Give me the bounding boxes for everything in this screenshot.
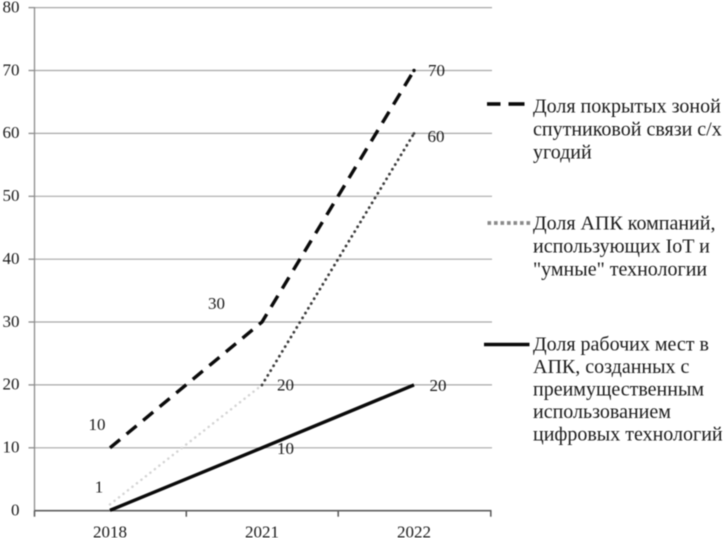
- svg-text:использующих IoT и: использующих IoT и: [533, 236, 710, 258]
- svg-text:10: 10: [277, 439, 294, 458]
- svg-text:1: 1: [95, 478, 104, 497]
- svg-text:60: 60: [428, 127, 445, 146]
- svg-text:20: 20: [430, 376, 447, 395]
- svg-text:30: 30: [208, 294, 225, 313]
- svg-text:"умные" технологии: "умные" технологии: [533, 259, 707, 281]
- svg-text:20: 20: [277, 376, 294, 395]
- svg-text:угодий: угодий: [533, 141, 592, 163]
- svg-text:0: 0: [11, 501, 20, 520]
- svg-text:70: 70: [428, 61, 445, 80]
- svg-text:30: 30: [3, 312, 20, 331]
- svg-text:80: 80: [3, 0, 20, 16]
- svg-text:2022: 2022: [397, 523, 431, 538]
- svg-text:Доля рабочих мест в: Доля рабочих мест в: [533, 334, 709, 356]
- svg-text:Доля покрытых зоной: Доля покрытых зоной: [533, 95, 721, 117]
- svg-text:60: 60: [3, 123, 20, 142]
- svg-text:АПК, созданных с: АПК, созданных с: [533, 356, 690, 378]
- svg-text:70: 70: [3, 60, 20, 79]
- svg-text:цифровых технологий: цифровых технологий: [533, 424, 723, 446]
- svg-text:10: 10: [3, 438, 20, 457]
- svg-text:спутниковой связи с/х: спутниковой связи с/х: [533, 118, 722, 140]
- svg-text:20: 20: [3, 375, 20, 394]
- svg-text:50: 50: [3, 186, 20, 205]
- svg-text:40: 40: [3, 249, 20, 268]
- svg-text:использованием: использованием: [533, 401, 671, 423]
- svg-text:Доля АПК компаний,: Доля АПК компаний,: [533, 213, 715, 235]
- svg-text:2021: 2021: [245, 523, 279, 538]
- svg-text:преимущественным: преимущественным: [533, 379, 704, 401]
- svg-text:2018: 2018: [93, 523, 127, 538]
- svg-text:10: 10: [89, 415, 106, 434]
